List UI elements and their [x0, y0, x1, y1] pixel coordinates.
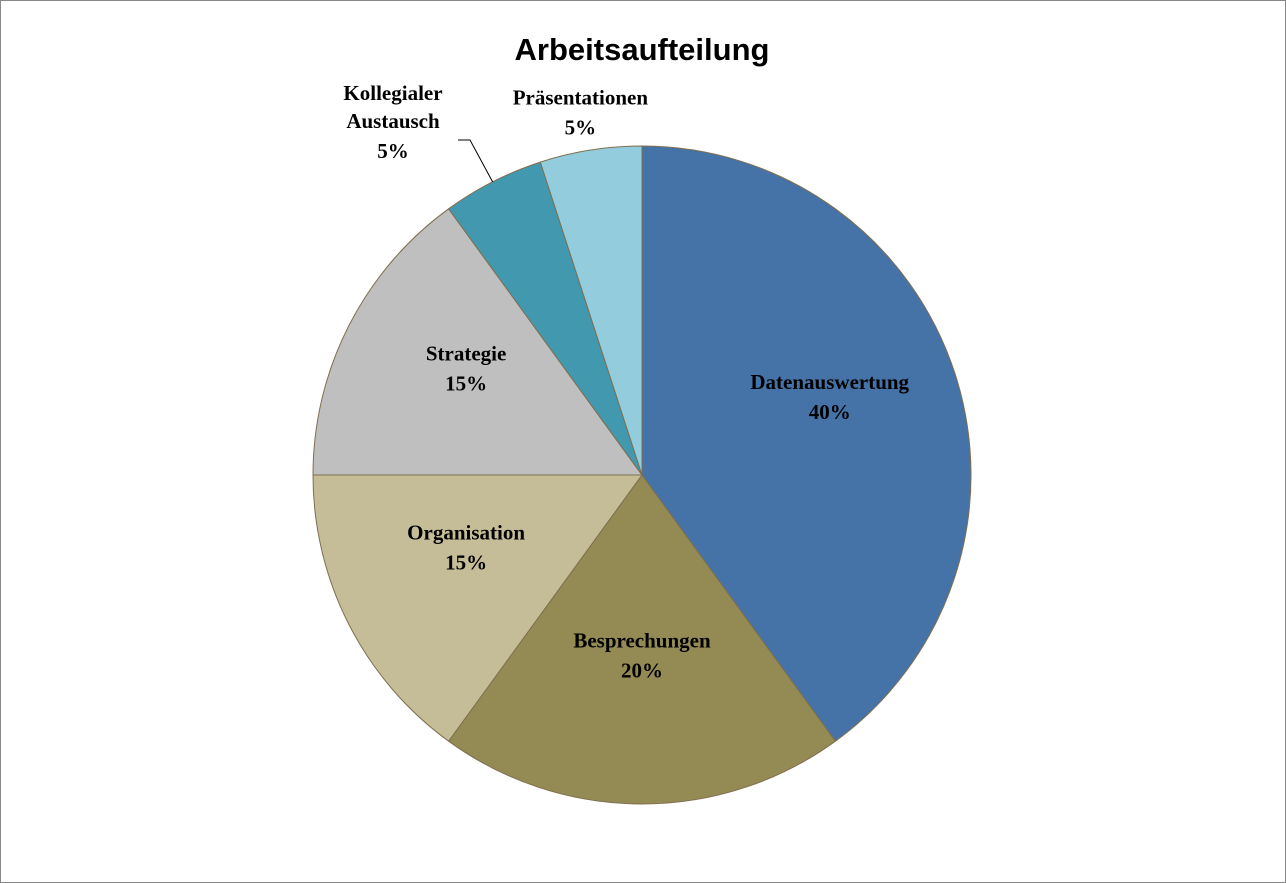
data-label: Präsentationen — [513, 86, 649, 110]
data-label: Kollegialer Austausch — [343, 81, 442, 133]
data-value-label: 15% — [445, 371, 487, 395]
leader-line — [458, 139, 494, 183]
data-label: Besprechungen — [573, 628, 711, 652]
data-value-label: 20% — [621, 658, 663, 682]
data-label: Organisation — [407, 521, 525, 545]
pie-slice — [641, 145, 972, 742]
data-value-label: 5% — [377, 139, 409, 163]
chart-title: Arbeitsaufteilung — [515, 32, 770, 67]
pie-slice — [312, 474, 643, 742]
data-value-label: 40% — [809, 400, 851, 424]
pie-slice — [539, 145, 643, 476]
data-value-label: 5% — [565, 116, 597, 140]
pie-slice — [312, 208, 643, 476]
pie-slice — [447, 474, 837, 805]
data-label: Datenauswertung — [750, 370, 909, 394]
data-value-label: 15% — [445, 551, 487, 575]
data-label: Strategie — [426, 341, 506, 365]
